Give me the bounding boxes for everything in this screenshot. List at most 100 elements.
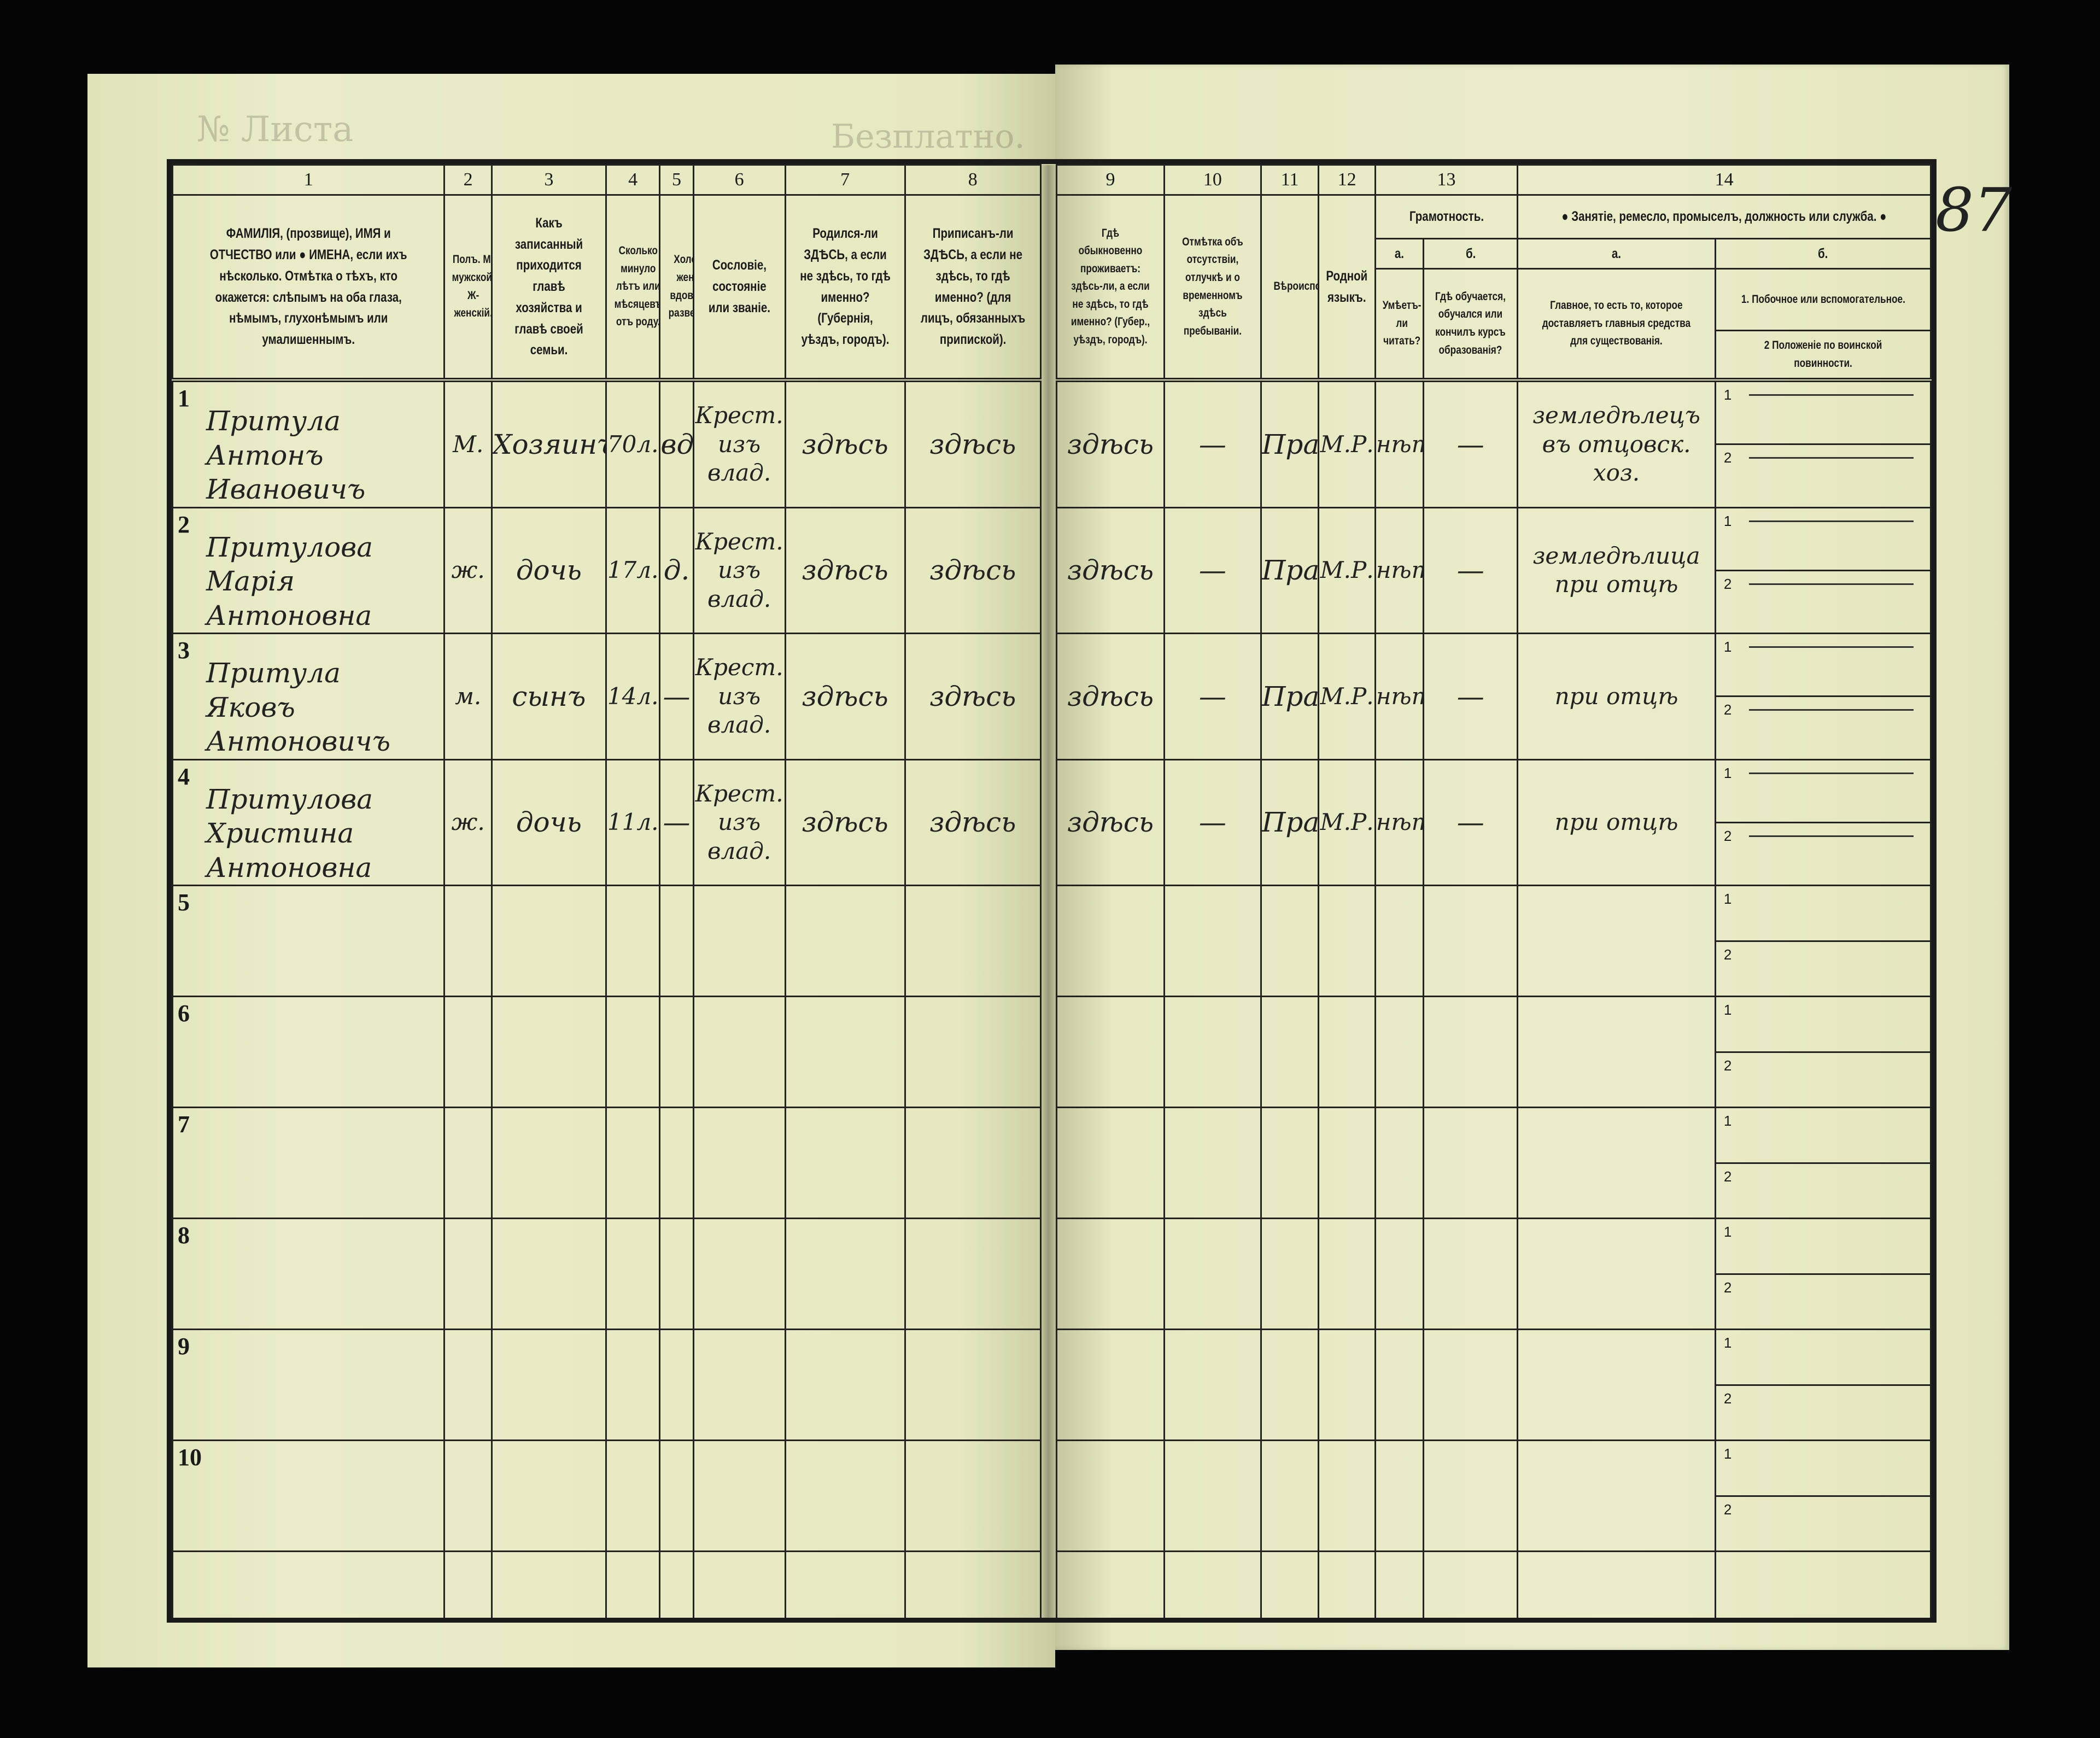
language-cell: М.Р.: [1318, 379, 1376, 508]
language-cell: [1318, 1329, 1376, 1441]
header-residence: Гдѣ обыкновенно проживаетъ: здѣсь-ли, а …: [1071, 226, 1150, 346]
name-cell: 9: [171, 1329, 446, 1441]
header-letter: б.: [1818, 245, 1828, 261]
header-estate: Сословіе, состояніе или званіе.: [708, 258, 770, 315]
occupation-cell: [1517, 1329, 1716, 1441]
header-letter: а.: [1611, 245, 1622, 261]
person-name: [174, 1485, 443, 1507]
residence-cell: [1055, 885, 1165, 997]
relation-cell: [490, 996, 607, 1108]
education-cell: —: [1423, 758, 1519, 886]
occupation-cell: при отцѣ: [1517, 758, 1716, 886]
can-read-cell: [1374, 996, 1425, 1108]
sub-number: 2: [1723, 1168, 1732, 1185]
residence-cell-value: здѣсь: [1067, 428, 1154, 460]
empty-cell: [1260, 1550, 1320, 1618]
free-of-charge-label: Безплатно.: [831, 118, 1025, 156]
can-read-cell-value: нѣтъ: [1376, 682, 1422, 710]
language-cell: [1318, 1218, 1376, 1330]
registered-cell: [904, 1329, 1042, 1441]
estate-cell: [692, 996, 786, 1108]
can-read-cell: нѣтъ: [1374, 379, 1425, 508]
absence-cell: [1163, 1218, 1262, 1330]
marital-cell: —: [659, 633, 694, 760]
residence-cell: [1055, 1107, 1165, 1219]
empty-cell: [1714, 1550, 1932, 1618]
absence-cell: [1163, 996, 1262, 1108]
can-read-cell-value: нѣтъ: [1376, 557, 1422, 583]
language-cell: М.Р.: [1318, 506, 1376, 634]
gutter: [1039, 1551, 1057, 1618]
person-name: [174, 930, 443, 952]
row-number: 4: [178, 763, 190, 790]
column-number-row: 1 2 3 4 5 6 7 8 9 10 11 12 13 14: [171, 164, 1932, 380]
marital-cell-value: вд.: [660, 428, 694, 460]
sex-cell: [443, 885, 493, 997]
header-birthplace: Родился-ли ЗДѢСЬ, а если не здѣсь, то гд…: [799, 226, 891, 347]
registered-cell: [904, 996, 1042, 1108]
education-cell: [1423, 885, 1519, 997]
can-read-cell: нѣтъ: [1374, 506, 1425, 634]
age-cell: [605, 996, 661, 1108]
header-row: ФАМИЛІЯ, (прозвище), ИМЯ и ОТЧЕСТВО или …: [171, 194, 1932, 382]
gutter: [1039, 1440, 1057, 1552]
col-number: 7: [784, 164, 906, 196]
gutter: [1039, 1107, 1057, 1219]
education-cell-value: —: [1456, 428, 1484, 460]
sub-number: 2: [1723, 575, 1732, 592]
header-literacy: Грамотность.: [1409, 209, 1484, 225]
sub-number: 1: [1723, 1002, 1732, 1018]
birthplace-cell-value: здѣсь: [802, 806, 888, 838]
marital-cell: д.: [659, 506, 694, 634]
age-cell-value: 14л.: [607, 682, 659, 710]
row-number: 8: [178, 1222, 190, 1249]
religion-cell: Прав.: [1260, 506, 1320, 634]
age-cell: [605, 1439, 661, 1552]
occupation-cell: земледѣлица при отцѣ: [1517, 506, 1716, 634]
registered-cell-value: здѣсь: [929, 554, 1016, 586]
absence-cell: [1163, 1107, 1262, 1219]
dash-mark: [1748, 709, 1914, 711]
empty-cell: [692, 1550, 786, 1618]
sub-number: 1: [1723, 764, 1732, 781]
estate-cell-value: Крест. изъ влад.: [695, 402, 783, 486]
table-row: 1 Притула Антонъ Ивановичъ М. Хозяинъ 70л. вд…: [171, 379, 1932, 508]
birthplace-cell-value: здѣсь: [802, 428, 888, 460]
name-cell: 10: [171, 1439, 446, 1552]
residence-cell: здѣсь: [1055, 758, 1165, 886]
age-cell: [605, 1218, 661, 1330]
religion-cell: [1260, 1439, 1320, 1552]
occupation-cell: земледѣлецъ въ отцовск. хоз.: [1517, 379, 1716, 508]
birthplace-cell-value: здѣсь: [802, 680, 888, 712]
person-name: Притула Антонъ Ивановичъ: [206, 405, 366, 505]
language-cell-value: М.Р.: [1320, 682, 1374, 710]
occupation-cell: [1517, 1107, 1716, 1219]
col-number: 10: [1163, 164, 1262, 196]
header-name: ФАМИЛІЯ, (прозвище), ИМЯ и ОТЧЕСТВО или …: [209, 226, 407, 347]
header-religion: Вѣроисповѣданіе.: [1273, 280, 1319, 293]
birthplace-cell: [784, 1329, 906, 1441]
gutter: [1039, 633, 1057, 759]
language-cell: [1318, 996, 1376, 1108]
education-cell: —: [1423, 506, 1519, 634]
estate-cell-value: Крест. изъ влад.: [695, 654, 783, 738]
education-cell: —: [1423, 379, 1519, 508]
occupation-cell: [1517, 1439, 1716, 1552]
relation-cell: [490, 885, 607, 997]
age-cell: 17л.: [605, 506, 661, 634]
residence-cell-value: здѣсь: [1067, 554, 1154, 586]
marital-cell: [659, 1439, 694, 1552]
name-cell: 7: [171, 1107, 446, 1219]
can-read-cell: [1374, 1107, 1425, 1219]
empty-cell: [904, 1550, 1042, 1618]
language-cell-value: М.Р.: [1320, 809, 1374, 835]
name-cell: 8: [171, 1218, 446, 1330]
empty-cell: [1517, 1550, 1716, 1618]
header-language: Родной языкъ.: [1326, 268, 1368, 305]
registered-cell-value: здѣсь: [929, 428, 1016, 460]
